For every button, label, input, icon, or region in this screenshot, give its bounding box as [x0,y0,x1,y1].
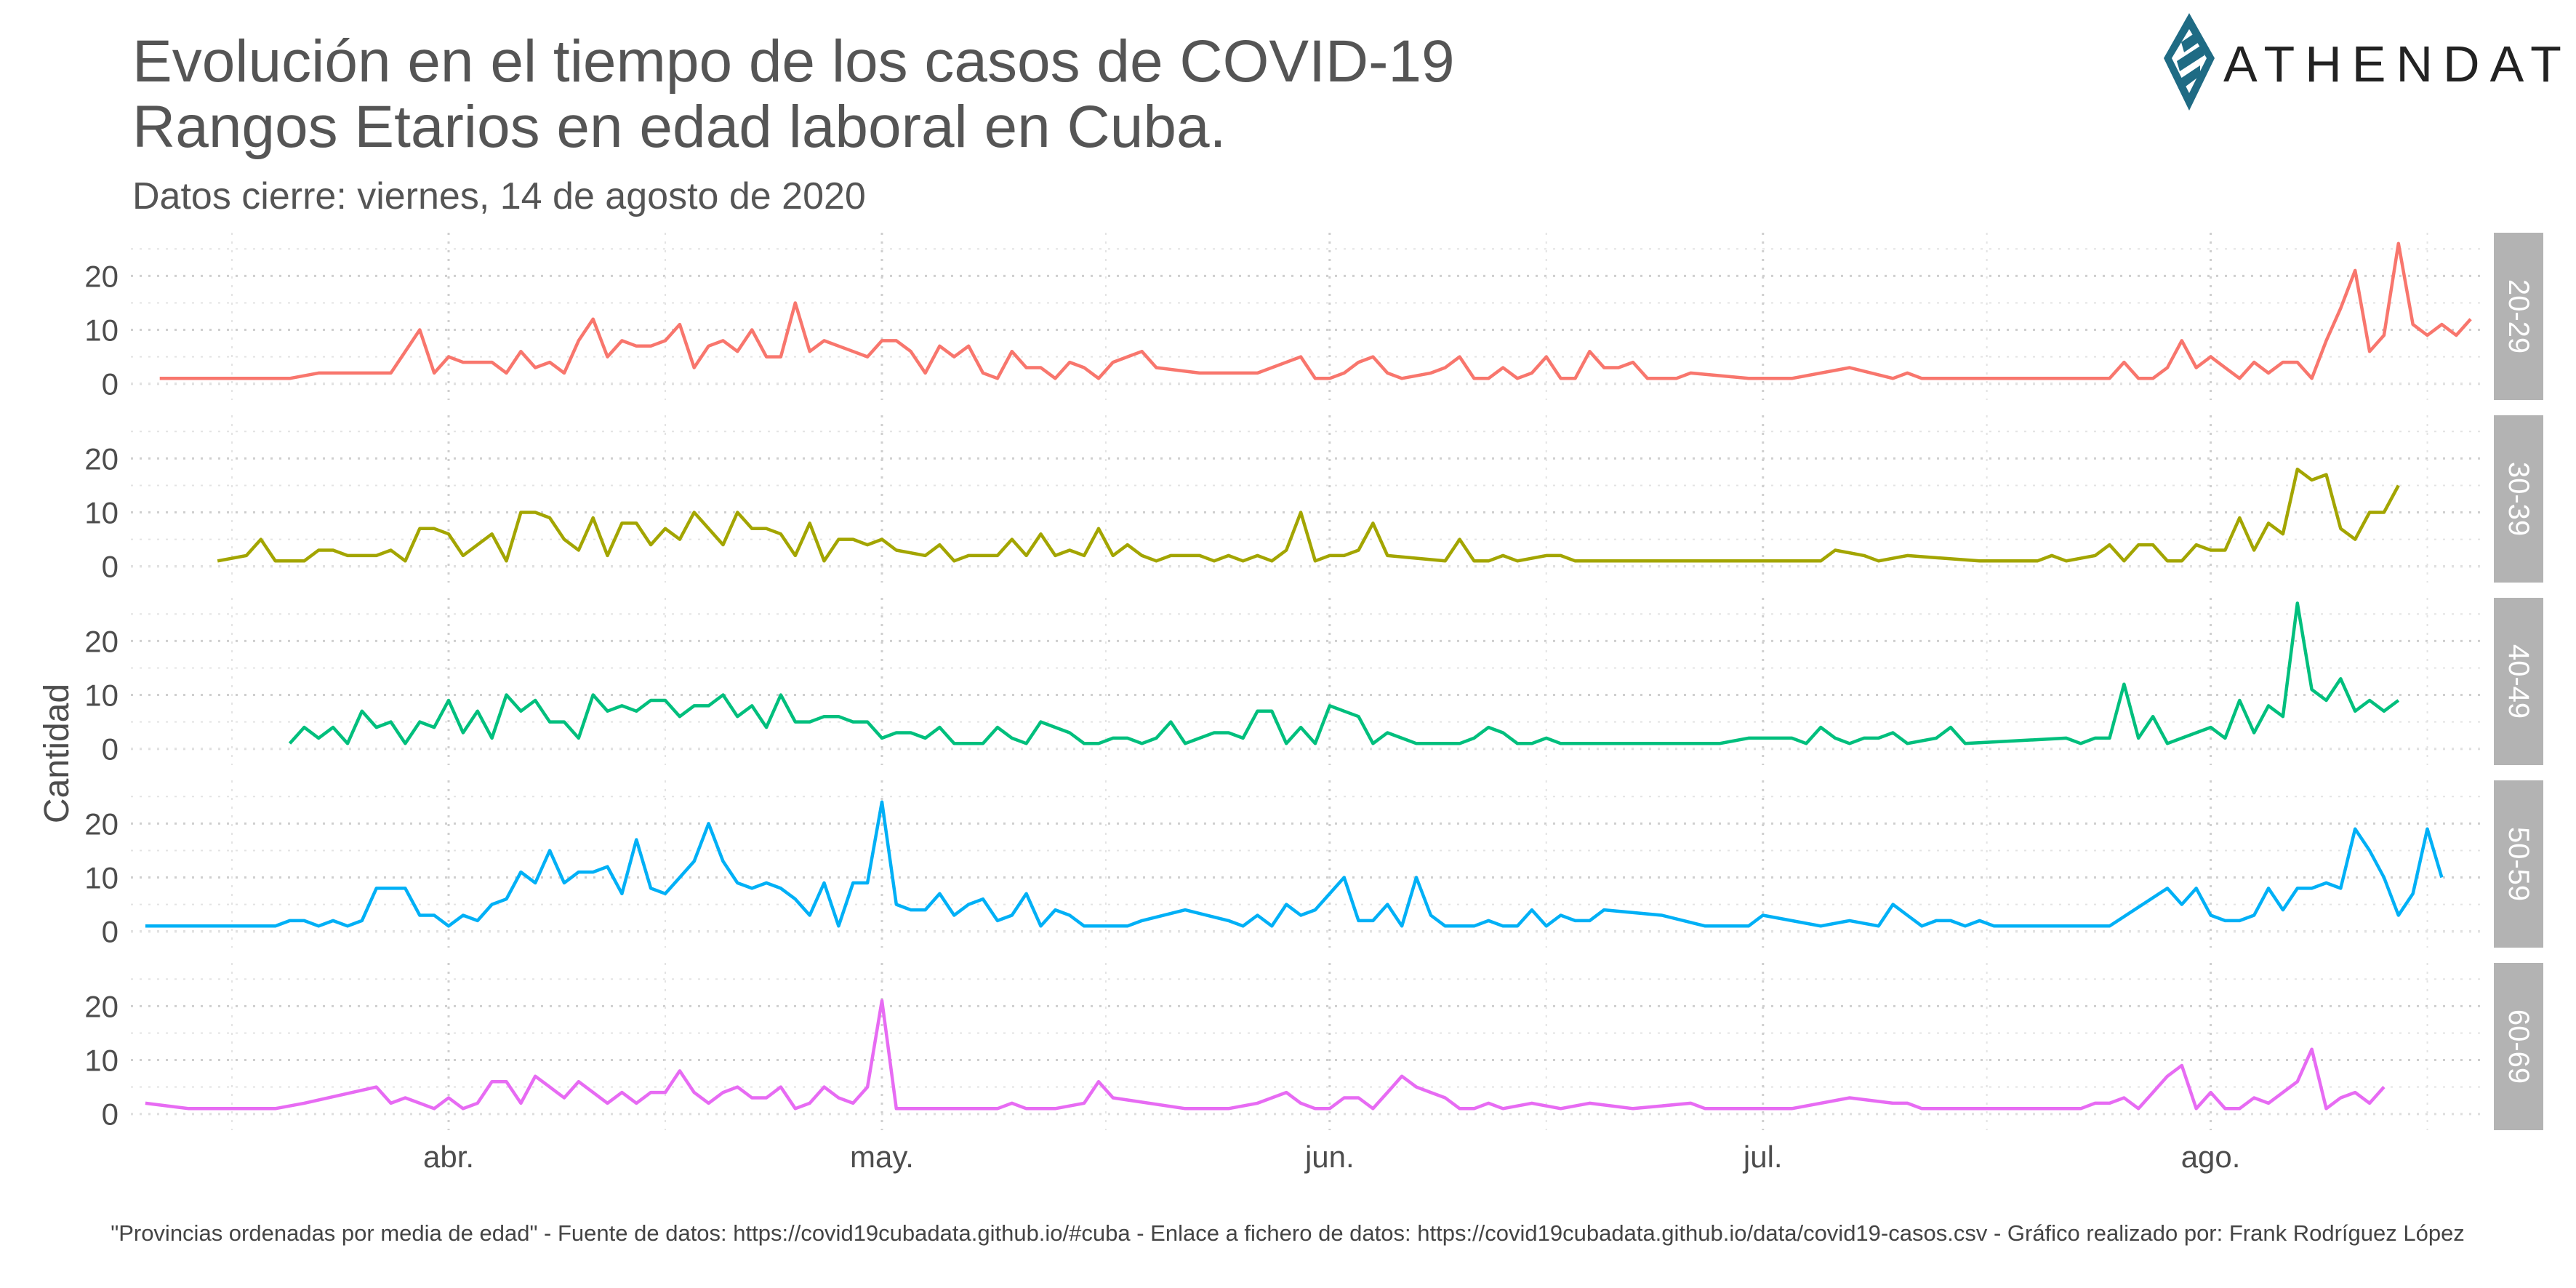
x-tick-label: jul. [1742,1140,1783,1174]
title-line-2: Rangos Etarios en edad laboral en Cuba. [132,94,1226,160]
x-ticks: abr. may. jun. jul. ago. [423,1140,2240,1174]
y-tick-label: 10 [84,861,119,895]
y-tick-label: 0 [102,367,119,401]
x-tick-label: jun. [1304,1140,1355,1174]
facet-strip-label: 40-49 [2503,644,2535,719]
y-axis-label: Cantidad [38,684,76,823]
facet-strip-label: 60-69 [2503,1009,2535,1084]
y-tick-label: 10 [84,1044,119,1078]
y-tick-label: 0 [102,732,119,767]
y-tick-label: 0 [102,915,119,949]
series-line-20-29 [159,241,2472,380]
y-tick-label: 10 [84,679,119,713]
y-ticks: 0 10 20 0 10 20 0 10 20 0 10 20 0 10 20 [84,259,119,1131]
athendat-diamond-icon [2164,13,2215,111]
facet-strip-60-69 [2494,963,2543,1130]
series-line-60-69 [145,999,2386,1111]
athendat-logo: ATHENDAT [2164,13,2572,111]
x-tick-label: abr. [423,1140,474,1174]
facet-strip-50-59 [2494,780,2543,948]
series-line-30-39 [217,467,2400,563]
x-tick-label: may. [850,1140,914,1174]
x-tick-label: ago. [2181,1140,2241,1174]
facet-strip-40-49 [2494,598,2543,765]
facet-strip-label: 50-59 [2503,827,2535,901]
facet-strip-30-39 [2494,415,2543,583]
series-line-50-59 [145,800,2444,928]
y-tick-label: 20 [84,259,119,293]
subtitle: Datos cierre: viernes, 14 de agosto de 2… [132,175,866,217]
facet-strip-label: 20-29 [2503,279,2535,353]
y-tick-label: 0 [102,550,119,584]
caption: "Provincias ordenadas por media de edad"… [111,1220,2465,1246]
title-line-1: Evolución en el tiempo de los casos de C… [132,28,1455,95]
y-tick-label: 20 [84,989,119,1023]
athendat-wordmark: ATHENDAT [2223,36,2572,92]
y-tick-label: 20 [84,807,119,841]
y-tick-label: 20 [84,441,119,476]
y-tick-label: 10 [84,496,119,530]
y-tick-label: 20 [84,624,119,658]
facet-strip-20-29 [2494,233,2543,400]
facet-strip-label: 30-39 [2503,462,2535,536]
facet-strips: 20-29 30-39 40-49 50-59 60-69 [2494,233,2543,1130]
y-tick-label: 10 [84,313,119,348]
grid [131,233,2485,1130]
series-line-40-49 [288,601,2400,745]
series-lines [145,241,2472,1111]
y-tick-label: 0 [102,1097,119,1132]
